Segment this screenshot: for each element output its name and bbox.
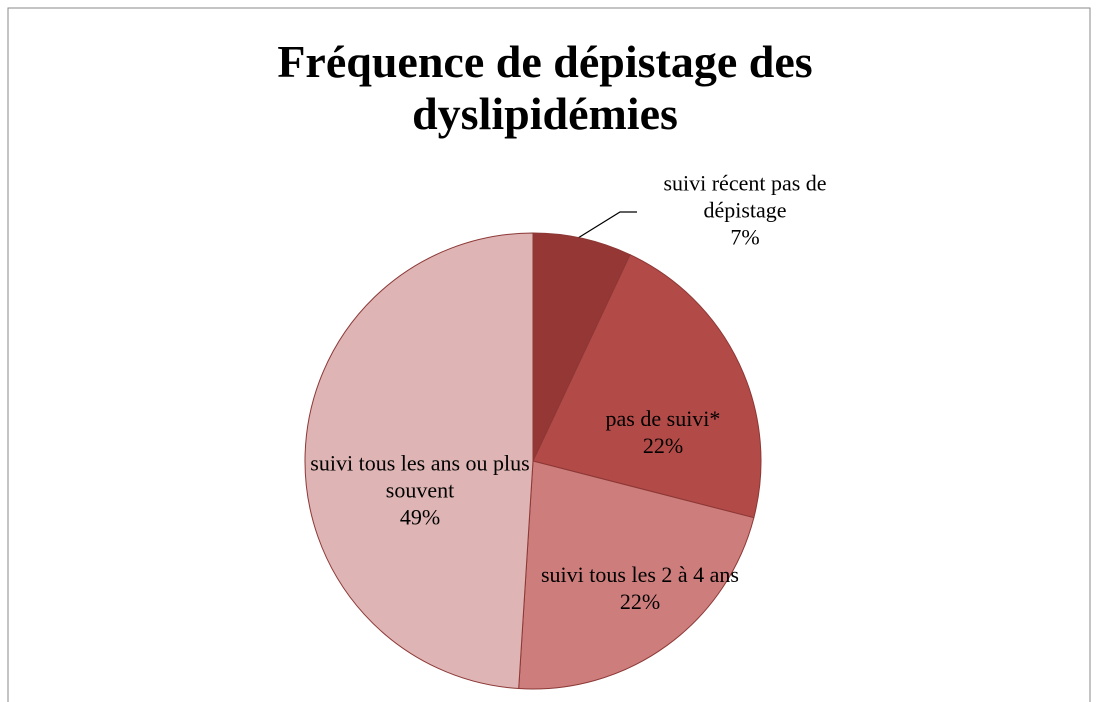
category-label: pas de suivi* [605,406,721,431]
chart-title: Fréquence de dépistage des dyslipidémies [277,36,813,139]
frame [7,7,1091,702]
slice-label: suivi récent pas de dépistage 7% [659,170,831,251]
pie-slice [304,232,534,690]
value-label: 7% [730,224,760,250]
category-label: suivi tous les 2 à 4 ans [541,562,739,587]
slice-label: suivi tous les ans ou plus souvent 49% [300,450,540,531]
category-label: suivi tous les ans ou plus souvent [310,450,530,503]
category-label: suivi récent pas de dépistage [663,170,827,223]
value-label: 22% [642,433,684,458]
slice-label: suivi tous les 2 à 4 ans 22% [533,561,748,615]
leader-line [577,211,637,239]
value-label: 22% [619,589,661,614]
pie-slice [532,254,762,519]
slice-label: pas de suivi* 22% [573,405,753,459]
value-label: 49% [399,504,441,530]
pie-slice [518,460,755,690]
